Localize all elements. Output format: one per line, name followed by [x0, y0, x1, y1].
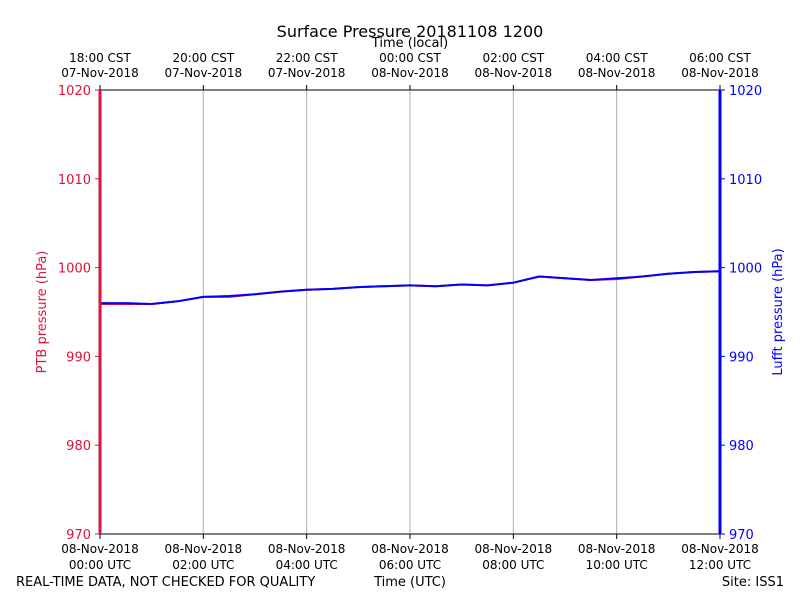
gridlines [202, 90, 618, 534]
right-axis-ticks: 970 980 990 1000 1010 1020 [720, 84, 762, 543]
right-tick-label: 980 [729, 439, 754, 454]
bottom-tick-time: 10:00 UTC [586, 558, 648, 572]
top-tick-date: 08-Nov-2018 [681, 66, 759, 80]
top-tick-date: 08-Nov-2018 [578, 66, 656, 80]
quality-disclaimer: REAL-TIME DATA, NOT CHECKED FOR QUALITY [16, 575, 316, 590]
left-axis-ticks: 970 980 990 1000 1010 1020 [58, 84, 100, 543]
right-tick-label: 970 [729, 528, 754, 543]
top-tick-date: 07-Nov-2018 [165, 66, 243, 80]
bottom-tick-date: 08-Nov-2018 [578, 542, 656, 556]
left-axis-label: PTB pressure (hPa) [35, 251, 50, 374]
site-label: Site: ISS1 [721, 575, 784, 590]
right-tick-label: 990 [729, 350, 754, 365]
top-tick-time: 06:00 CST [689, 51, 751, 65]
left-tick-label: 1010 [58, 173, 91, 188]
top-tick-date: 08-Nov-2018 [371, 66, 449, 80]
right-axis-label: Lufft pressure (hPa) [771, 248, 786, 375]
left-tick-label: 1020 [58, 84, 91, 99]
bottom-tick-date: 08-Nov-2018 [371, 542, 449, 556]
bottom-tick-time: 06:00 UTC [379, 558, 441, 572]
left-tick-label: 990 [66, 350, 91, 365]
bottom-tick-time: 12:00 UTC [689, 558, 751, 572]
x-axis-label: Time (UTC) [374, 575, 446, 590]
bottom-tick-time: 04:00 UTC [276, 558, 338, 572]
bottom-tick-time: 00:00 UTC [69, 558, 131, 572]
top-tick-date: 07-Nov-2018 [268, 66, 346, 80]
left-tick-label: 980 [66, 439, 91, 454]
right-tick-label: 1020 [729, 84, 762, 99]
bottom-tick-date: 08-Nov-2018 [681, 542, 759, 556]
top-axis-label: Time (local) [371, 36, 448, 51]
right-tick-label: 1000 [729, 262, 762, 277]
bottom-tick-date: 08-Nov-2018 [268, 542, 346, 556]
top-tick-date: 08-Nov-2018 [475, 66, 553, 80]
bottom-tick-date: 08-Nov-2018 [165, 542, 243, 556]
left-tick-label: 1000 [58, 262, 91, 277]
top-tick-time: 22:00 CST [276, 51, 338, 65]
top-tick-time: 00:00 CST [379, 51, 441, 65]
left-tick-label: 970 [66, 528, 91, 543]
bottom-tick-time: 02:00 UTC [172, 558, 234, 572]
series-layer [100, 270, 721, 305]
bottom-tick-time: 08:00 UTC [482, 558, 544, 572]
bottom-tick-date: 08-Nov-2018 [475, 542, 553, 556]
top-tick-time: 02:00 CST [482, 51, 544, 65]
bottom-tick-date: 08-Nov-2018 [61, 542, 139, 556]
top-tick-time: 20:00 CST [172, 51, 234, 65]
series-line-lufft [100, 270, 721, 305]
top-tick-time: 04:00 CST [586, 51, 648, 65]
right-tick-label: 1010 [729, 173, 762, 188]
chart-title: Surface Pressure 20181108 1200 [277, 22, 544, 41]
bottom-axis-ticks: 08-Nov-2018 00:00 UTC 08-Nov-2018 02:00 UTC… [61, 534, 759, 572]
top-tick-date: 07-Nov-2018 [61, 66, 139, 80]
top-tick-time: 18:00 CST [69, 51, 131, 65]
